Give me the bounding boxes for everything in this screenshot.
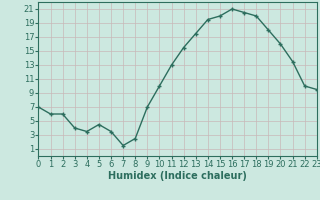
X-axis label: Humidex (Indice chaleur): Humidex (Indice chaleur) <box>108 171 247 181</box>
